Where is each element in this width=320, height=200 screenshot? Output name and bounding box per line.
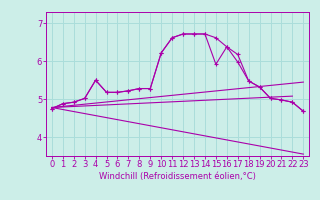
X-axis label: Windchill (Refroidissement éolien,°C): Windchill (Refroidissement éolien,°C) [99,172,256,181]
